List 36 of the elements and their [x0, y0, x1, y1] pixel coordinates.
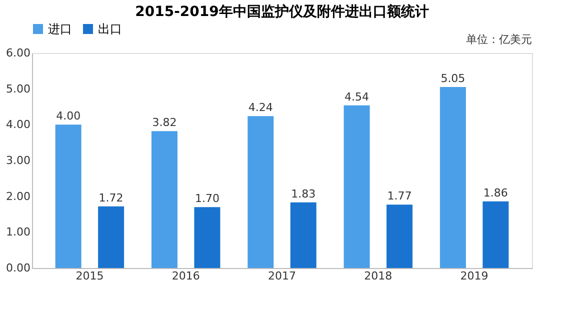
chart-title: 2015-2019年中国监护仪及附件进出口额统计 — [135, 3, 429, 20]
bar — [482, 201, 509, 268]
bar — [248, 116, 274, 268]
data-label: 5.05 — [440, 72, 466, 86]
data-label: 1.83 — [291, 187, 316, 200]
bar — [194, 207, 220, 268]
y-tick-label: 4.00 — [6, 118, 30, 132]
bar — [151, 131, 178, 268]
x-tick-label: 2017 — [268, 270, 296, 282]
bar — [98, 206, 124, 268]
x-tick-label: 2015 — [76, 270, 104, 282]
y-tick-label: 2.00 — [6, 190, 30, 203]
y-tick-label: 6.00 — [6, 46, 30, 60]
data-label: 1.86 — [483, 186, 508, 200]
bar — [386, 204, 413, 268]
bar — [55, 124, 82, 268]
y-tick-label: 0.00 — [6, 262, 30, 274]
data-label: 4.54 — [344, 90, 370, 104]
bar — [440, 87, 466, 268]
x-tick-label: 2016 — [172, 270, 200, 282]
data-label: 1.70 — [194, 192, 220, 206]
legend-label: 出口 — [98, 22, 122, 36]
data-label: 4.00 — [56, 110, 81, 123]
data-label: 1.72 — [98, 191, 124, 204]
legend-label: 进口 — [48, 22, 72, 36]
data-label: 3.82 — [152, 116, 177, 130]
x-tick-label: 2019 — [460, 270, 488, 282]
text: 单位：亿美元 — [466, 33, 532, 46]
data-label: 4.24 — [248, 101, 273, 114]
y-tick-label: 3.00 — [6, 154, 30, 167]
x-tick-label: 2018 — [364, 270, 392, 282]
y-tick-label: 5.00 — [6, 82, 30, 96]
y-tick-label: 1.00 — [6, 226, 30, 239]
bar — [344, 105, 370, 268]
bar — [290, 202, 316, 268]
data-label: 1.77 — [387, 190, 412, 203]
